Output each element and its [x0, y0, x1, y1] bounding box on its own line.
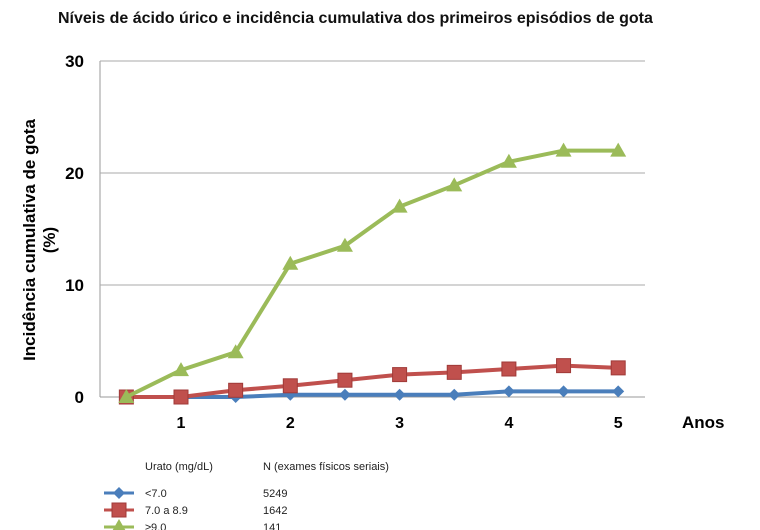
y-tick-label: 20 — [65, 164, 84, 183]
data-point — [173, 389, 189, 405]
data-point — [392, 367, 408, 383]
data-point — [282, 255, 299, 270]
x-tick-label: 1 — [177, 415, 186, 432]
legend-n: 141 — [263, 522, 281, 530]
y-tick-label: 0 — [75, 388, 84, 407]
legend-n: 5249 — [263, 488, 287, 500]
data-point — [282, 378, 298, 394]
x-tick-label: 3 — [395, 415, 404, 432]
data-point — [336, 237, 353, 252]
data-point — [556, 358, 572, 374]
data-point — [393, 388, 406, 401]
legend-label: ≥9.0 — [145, 522, 166, 530]
legend-header-group: Urato (mg/dL) — [145, 461, 213, 473]
y-tick-label: 30 — [65, 52, 84, 71]
series-line-1 — [126, 363, 619, 399]
data-point — [610, 142, 627, 157]
legend-label: 7.0 a 8.9 — [145, 505, 188, 517]
data-point — [612, 385, 625, 398]
data-point — [446, 364, 462, 380]
x-tick-label: 2 — [286, 415, 295, 432]
data-point — [555, 142, 572, 157]
chart-title: Níveis de ácido úrico e incidência cumul… — [58, 10, 653, 27]
legend-label: <7.0 — [145, 488, 167, 500]
x-tick-label: 5 — [614, 415, 623, 432]
data-point — [391, 198, 408, 213]
x-tick-label: 4 — [504, 415, 513, 432]
data-point — [227, 344, 244, 359]
data-point — [500, 153, 517, 168]
legend-marker-triangle — [112, 519, 126, 530]
data-point — [502, 385, 515, 398]
legend-marker-square — [111, 502, 127, 518]
legend-header-n: N (exames físicos seriais) — [263, 461, 389, 473]
data-point — [448, 388, 461, 401]
x-axis-label: Anos — [682, 413, 725, 432]
data-point — [228, 382, 244, 398]
series-line-2 — [125, 148, 619, 399]
series-line-0 — [126, 389, 619, 399]
legend-marker-diamond — [113, 487, 125, 499]
data-point — [337, 372, 353, 388]
data-point — [338, 388, 351, 401]
data-point — [610, 360, 626, 376]
data-point — [118, 389, 135, 403]
data-point — [557, 385, 570, 398]
data-point — [501, 361, 517, 377]
data-point — [173, 362, 189, 377]
data-point — [446, 177, 463, 192]
legend-n: 1642 — [263, 505, 287, 517]
y-tick-label: 10 — [65, 276, 84, 295]
